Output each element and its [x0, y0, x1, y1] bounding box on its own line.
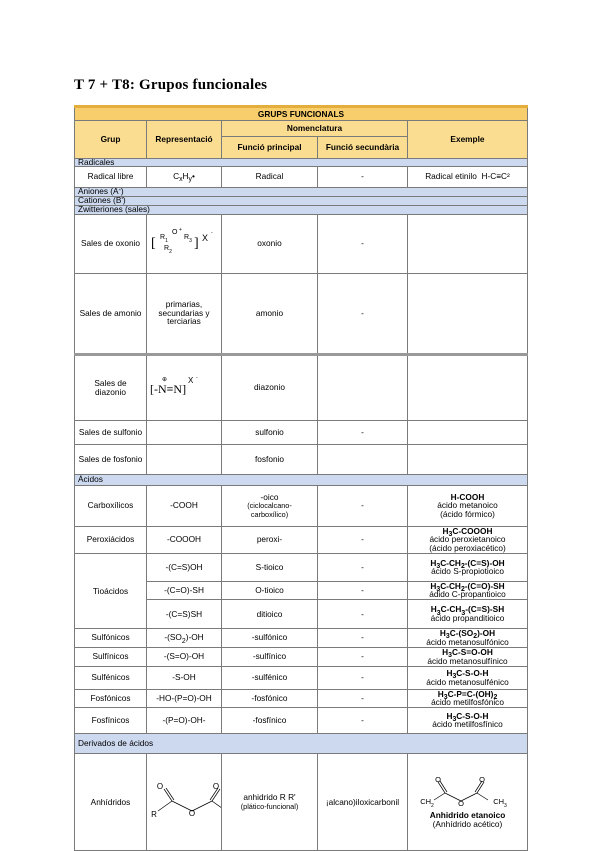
svg-text:O: O — [435, 775, 441, 784]
svg-text:O: O — [189, 809, 195, 818]
svg-text:R3: R3 — [184, 234, 192, 244]
svg-text:O: O — [458, 799, 464, 808]
svg-text:R2: R2 — [164, 245, 172, 255]
svg-text:CH2: CH2 — [420, 797, 434, 809]
svg-text:-: - — [211, 230, 213, 236]
svg-text:O: O — [213, 782, 219, 791]
svg-text:R1: R1 — [160, 234, 168, 244]
svg-text:]: ] — [194, 236, 199, 251]
svg-text:R: R — [151, 810, 157, 819]
svg-text:CH3: CH3 — [493, 797, 507, 809]
svg-text:O: O — [172, 229, 178, 236]
svg-text:X: X — [202, 233, 208, 243]
svg-text:+: + — [179, 227, 182, 233]
svg-text:-: - — [196, 375, 198, 381]
svg-text:[-N≡N]: [-N≡N] — [150, 382, 186, 396]
svg-text:O: O — [479, 775, 485, 784]
svg-text:X: X — [188, 376, 194, 385]
svg-text:O: O — [157, 782, 163, 791]
svg-text:[: [ — [151, 236, 156, 251]
